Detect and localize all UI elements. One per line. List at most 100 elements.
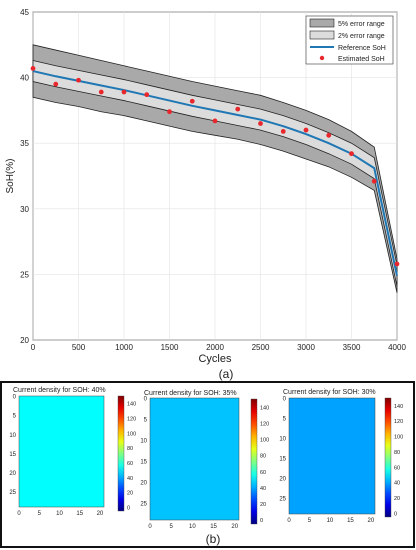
x-ticks: 0 500 1000 1500 2000 2500 3000 3500 4000 [31,343,407,352]
colorbar [250,398,258,525]
heatmap-y-tick: 15 [9,452,16,458]
estimated-soh-point [394,261,400,267]
colorbar-tick-label: 0 [127,505,130,511]
estimated-soh-point [235,106,241,112]
estimated-soh-point [98,89,104,95]
band-2pct-error [32,60,398,287]
x-tick-label: 3000 [297,343,315,352]
x-tick-label: 1500 [161,343,179,352]
heatmap-x-tick: 15 [347,518,354,524]
colorbar-tick-label: 40 [127,476,133,482]
legend-swatch-2pct [309,30,335,40]
estimated-soh-point [349,151,354,157]
heatmap-x-tick: 20 [368,518,375,524]
estimated-soh-points [30,66,400,267]
heatmap-x-tick: 10 [56,511,63,517]
heatmap-x-tick: 20 [97,511,104,517]
heatmap-title: Current density for SOH: 40% [13,387,106,394]
estimated-soh-point [303,127,309,133]
legend: 5% error range 2% error range Reference … [305,15,394,65]
reference-soh-line [32,70,398,276]
heatmap-y-tick: 0 [283,397,287,403]
estimated-soh-point [212,118,218,124]
y-tick-label: 25 [20,270,29,279]
heatmap-x-tick: 5 [170,524,174,530]
estimated-soh-point [30,66,36,71]
heatmap-y-tick: 10 [9,433,16,439]
colorbar-tick-label: 140 [260,405,269,411]
heatmap-x-tick: 0 [148,524,152,530]
colorbar-tick-label: 140 [127,402,136,408]
legend-label-estimated: Estimated SoH [338,56,385,63]
heatmap-y-tick: 25 [279,497,286,503]
heatmap-x-tick: 10 [189,524,196,530]
colorbar-tick-label: 20 [394,496,400,502]
heatmap-y-tick: 25 [9,490,16,496]
colorbar-tick-label: 140 [394,404,403,410]
heatmap-y-tick: 0 [144,397,148,403]
y-tick-label: 35 [20,139,29,148]
heatmap-y-tick: 5 [13,414,17,420]
colorbar-tick-label: 0 [260,518,263,524]
x-tick-label: 2000 [206,343,224,352]
colorbar-tick-label: 20 [260,502,266,508]
colorbar-tick-label: 60 [260,470,266,476]
estimated-soh-point [258,121,263,126]
heatmap-x-tick: 15 [76,511,83,517]
heatmap-x-tick: 0 [287,518,291,524]
colorbar-tick-label: 80 [260,454,266,460]
heatmap-x-tick: 0 [17,511,21,517]
heatmap-x-tick: 5 [38,511,42,517]
legend-label-2pct: 2% error range [338,33,385,40]
estimated-soh-point [167,109,172,115]
heatmap-x-tick: 20 [231,524,238,530]
heatmap-y-tick: 20 [140,481,147,487]
x-tick-label: 0 [31,343,36,352]
legend-swatch-5pct [309,18,335,28]
x-tick-label: 1000 [115,343,133,352]
colorbar-tick-label: 20 [127,491,133,497]
x-tick-label: 4000 [388,343,406,352]
x-tick-label: 3500 [343,343,361,352]
heatmap-y-tick: 5 [283,417,287,423]
colorbar [384,397,392,518]
heatmap-y-tick: 20 [9,471,16,477]
heatmap-y-tick: 20 [279,477,286,483]
colorbar-tick-label: 100 [127,431,136,437]
heatmap-title: Current density for SOH: 30% [283,389,376,396]
estimated-soh-point [144,92,150,98]
heatmap-title: Current density for SOH: 35% [144,390,237,397]
y-tick-label: 20 [20,336,29,345]
x-tick-label: 2500 [252,343,270,352]
heatmap-cells [18,395,105,508]
heatmap-y-tick: 15 [279,457,286,463]
colorbar [117,395,125,512]
colorbar-tick-label: 100 [394,435,403,441]
y-tick-label: 30 [20,205,29,214]
heatmap-y-tick: 10 [140,439,147,445]
y-tick-label: 40 [20,74,29,83]
heatmap-cells [149,397,240,521]
colorbar-tick-label: 100 [260,438,269,444]
panel-b-frame [0,381,415,548]
colorbar-tick-label: 60 [394,465,400,471]
colorbar-tick-label: 0 [394,511,397,517]
colorbar-tick-label: 80 [127,446,133,452]
colorbar-tick-label: 120 [394,419,403,425]
colorbar-tick-label: 120 [260,421,269,427]
legend-swatch-estimated [319,55,325,61]
band-5pct-error [32,44,398,293]
colorbar-tick-label: 40 [260,486,266,492]
x-axis-label: Cycles [198,353,232,365]
heatmap-y-tick: 0 [13,395,17,401]
estimated-soh-point [121,89,127,95]
legend-label-5pct: 5% error range [338,21,385,28]
colorbar-tick-label: 120 [127,416,136,422]
y-tick-label: 45 [20,8,29,17]
estimated-soh-point [53,81,59,87]
